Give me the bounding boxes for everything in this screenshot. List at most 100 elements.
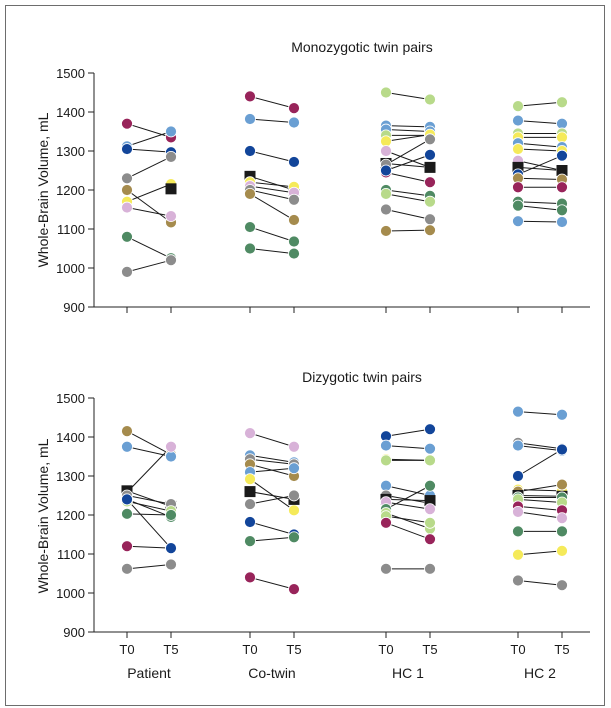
pair-line (249, 150, 295, 163)
data-point (121, 143, 133, 155)
axes: 900 1000 1100 1200 1300 1400 1500 (56, 66, 590, 315)
pair-line (517, 205, 563, 211)
pair-line (385, 92, 431, 101)
pair-line (385, 193, 431, 203)
panel-title: Dizygotic twin pairs (302, 369, 422, 385)
data-point (556, 181, 568, 194)
pair-line (517, 166, 563, 171)
data-point (121, 507, 133, 520)
pair-line (249, 226, 295, 242)
data-point (244, 145, 256, 157)
pair-line (517, 201, 563, 205)
y-tick-label: 1300 (56, 144, 85, 159)
data-point (165, 210, 177, 223)
data-point (165, 542, 177, 555)
data-point-square (424, 495, 436, 507)
pair-line (385, 522, 431, 540)
y-tick-label: 1300 (56, 469, 85, 484)
data-point (512, 199, 524, 212)
data-point (424, 93, 436, 106)
panel-title: Monozygotic twin pairs (291, 39, 433, 55)
panel-monozygotic: Monozygotic twin pairs Whole-Brain Volum… (35, 39, 590, 315)
data-point (121, 230, 133, 243)
data-point (512, 439, 524, 452)
data-point (288, 214, 300, 226)
pair-line (249, 432, 295, 448)
x-tick-label: T5 (422, 642, 437, 657)
pair-line (385, 428, 431, 437)
data-point (165, 440, 177, 453)
pair-line (517, 120, 563, 125)
pair-line (517, 495, 563, 497)
data-point (424, 176, 436, 189)
pair-line (517, 511, 563, 519)
data-marks (121, 86, 568, 278)
pair-line (385, 485, 431, 510)
data-point (556, 525, 568, 538)
data-point-square (165, 183, 177, 195)
group-label: HC 2 (524, 665, 556, 681)
data-point (424, 195, 436, 208)
pair-line (249, 185, 295, 194)
data-point (424, 516, 436, 529)
y-axis-label: Whole-Brain Volume, mL (35, 438, 51, 593)
pair-line (249, 491, 295, 500)
data-point (244, 516, 256, 528)
pair-line (517, 505, 563, 511)
pair-line (385, 485, 431, 496)
pair-line (249, 454, 295, 463)
pair-line (385, 498, 431, 502)
pair-line (126, 189, 172, 223)
pair-line (385, 138, 431, 166)
pair-line (517, 101, 563, 107)
data-point (244, 473, 256, 486)
y-tick-label: 1000 (56, 261, 85, 276)
data-point (424, 423, 436, 436)
x-tick-label: T0 (378, 642, 393, 657)
pair-line (126, 183, 172, 203)
data-point (165, 254, 177, 267)
pair-line (385, 134, 431, 142)
data-point (288, 440, 300, 453)
data-point (121, 172, 133, 185)
data-point (380, 562, 392, 575)
data-point (512, 215, 524, 228)
pair-line (385, 512, 431, 530)
data-point (424, 533, 436, 546)
data-point (121, 184, 133, 196)
data-point (121, 562, 133, 575)
data-point (380, 225, 392, 237)
data-point-square (424, 161, 436, 173)
pair-line (517, 160, 563, 171)
y-tick-label: 1100 (57, 222, 85, 237)
data-point (556, 443, 568, 456)
pair-line (126, 495, 172, 505)
panel-dizygotic: Dizygotic twin pairs Whole-Brain Volume,… (35, 369, 590, 640)
pair-line (517, 411, 563, 416)
pair-line (385, 495, 431, 504)
data-point (380, 454, 392, 467)
data-point-square (244, 486, 256, 498)
pair-line (517, 580, 563, 586)
data-point (380, 164, 392, 177)
data-point (556, 512, 568, 525)
data-point (288, 235, 300, 248)
data-point (288, 156, 300, 168)
data-point (165, 150, 177, 163)
pair-line (517, 442, 563, 450)
pair-line (249, 576, 295, 590)
data-point (288, 247, 300, 260)
data-point (380, 439, 392, 452)
data-point (424, 224, 436, 237)
data-point (512, 100, 524, 113)
data-point (288, 116, 300, 129)
figure-frame (5, 5, 605, 706)
pair-line (249, 521, 295, 535)
y-tick-label: 1200 (56, 508, 85, 523)
pair-line (517, 445, 563, 452)
pair-line (249, 248, 295, 255)
data-point (165, 509, 177, 521)
pair-line (517, 550, 563, 556)
